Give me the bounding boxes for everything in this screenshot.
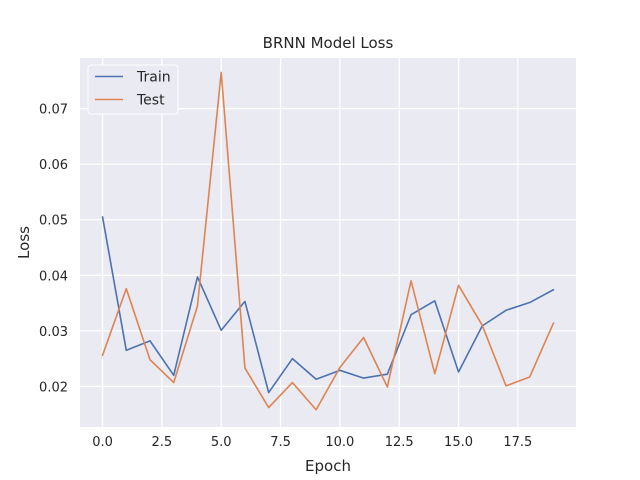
series-lines xyxy=(101,71,555,411)
x-tick-label: 10.0 xyxy=(325,435,354,450)
y-tick-label: 0.07 xyxy=(39,103,68,118)
y-tick-label: 0.03 xyxy=(39,325,68,340)
x-tick-label: 15.0 xyxy=(444,435,473,450)
x-axis-ticks: 0.0 2.5 5.0 7.5 10.0 12.5 15.0 17.5 xyxy=(92,435,532,450)
plot-area xyxy=(80,58,576,427)
y-axis-label: Loss xyxy=(15,226,33,259)
series-line-train xyxy=(101,216,555,394)
legend-label-test: Test xyxy=(136,93,165,109)
legend: Train Test xyxy=(87,64,179,115)
chart-title: BRNN Model Loss xyxy=(263,34,394,52)
x-tick-label: 2.5 xyxy=(152,435,173,450)
series-line-test xyxy=(101,71,555,411)
y-tick-label: 0.04 xyxy=(39,269,68,284)
x-tick-label: 12.5 xyxy=(385,435,414,450)
x-tick-label: 0.0 xyxy=(92,435,113,450)
legend-label-train: Train xyxy=(136,70,171,86)
x-tick-label: 7.5 xyxy=(270,435,291,450)
y-tick-label: 0.05 xyxy=(39,214,68,229)
y-axis-ticks: 0.02 0.03 0.04 0.05 0.06 0.07 xyxy=(39,103,68,396)
x-tick-label: 17.5 xyxy=(503,435,532,450)
y-tick-label: 0.06 xyxy=(39,158,68,173)
y-tick-label: 0.02 xyxy=(39,380,68,395)
x-tick-label: 5.0 xyxy=(211,435,232,450)
x-axis-label: Epoch xyxy=(305,457,351,475)
grid-lines xyxy=(80,58,576,427)
